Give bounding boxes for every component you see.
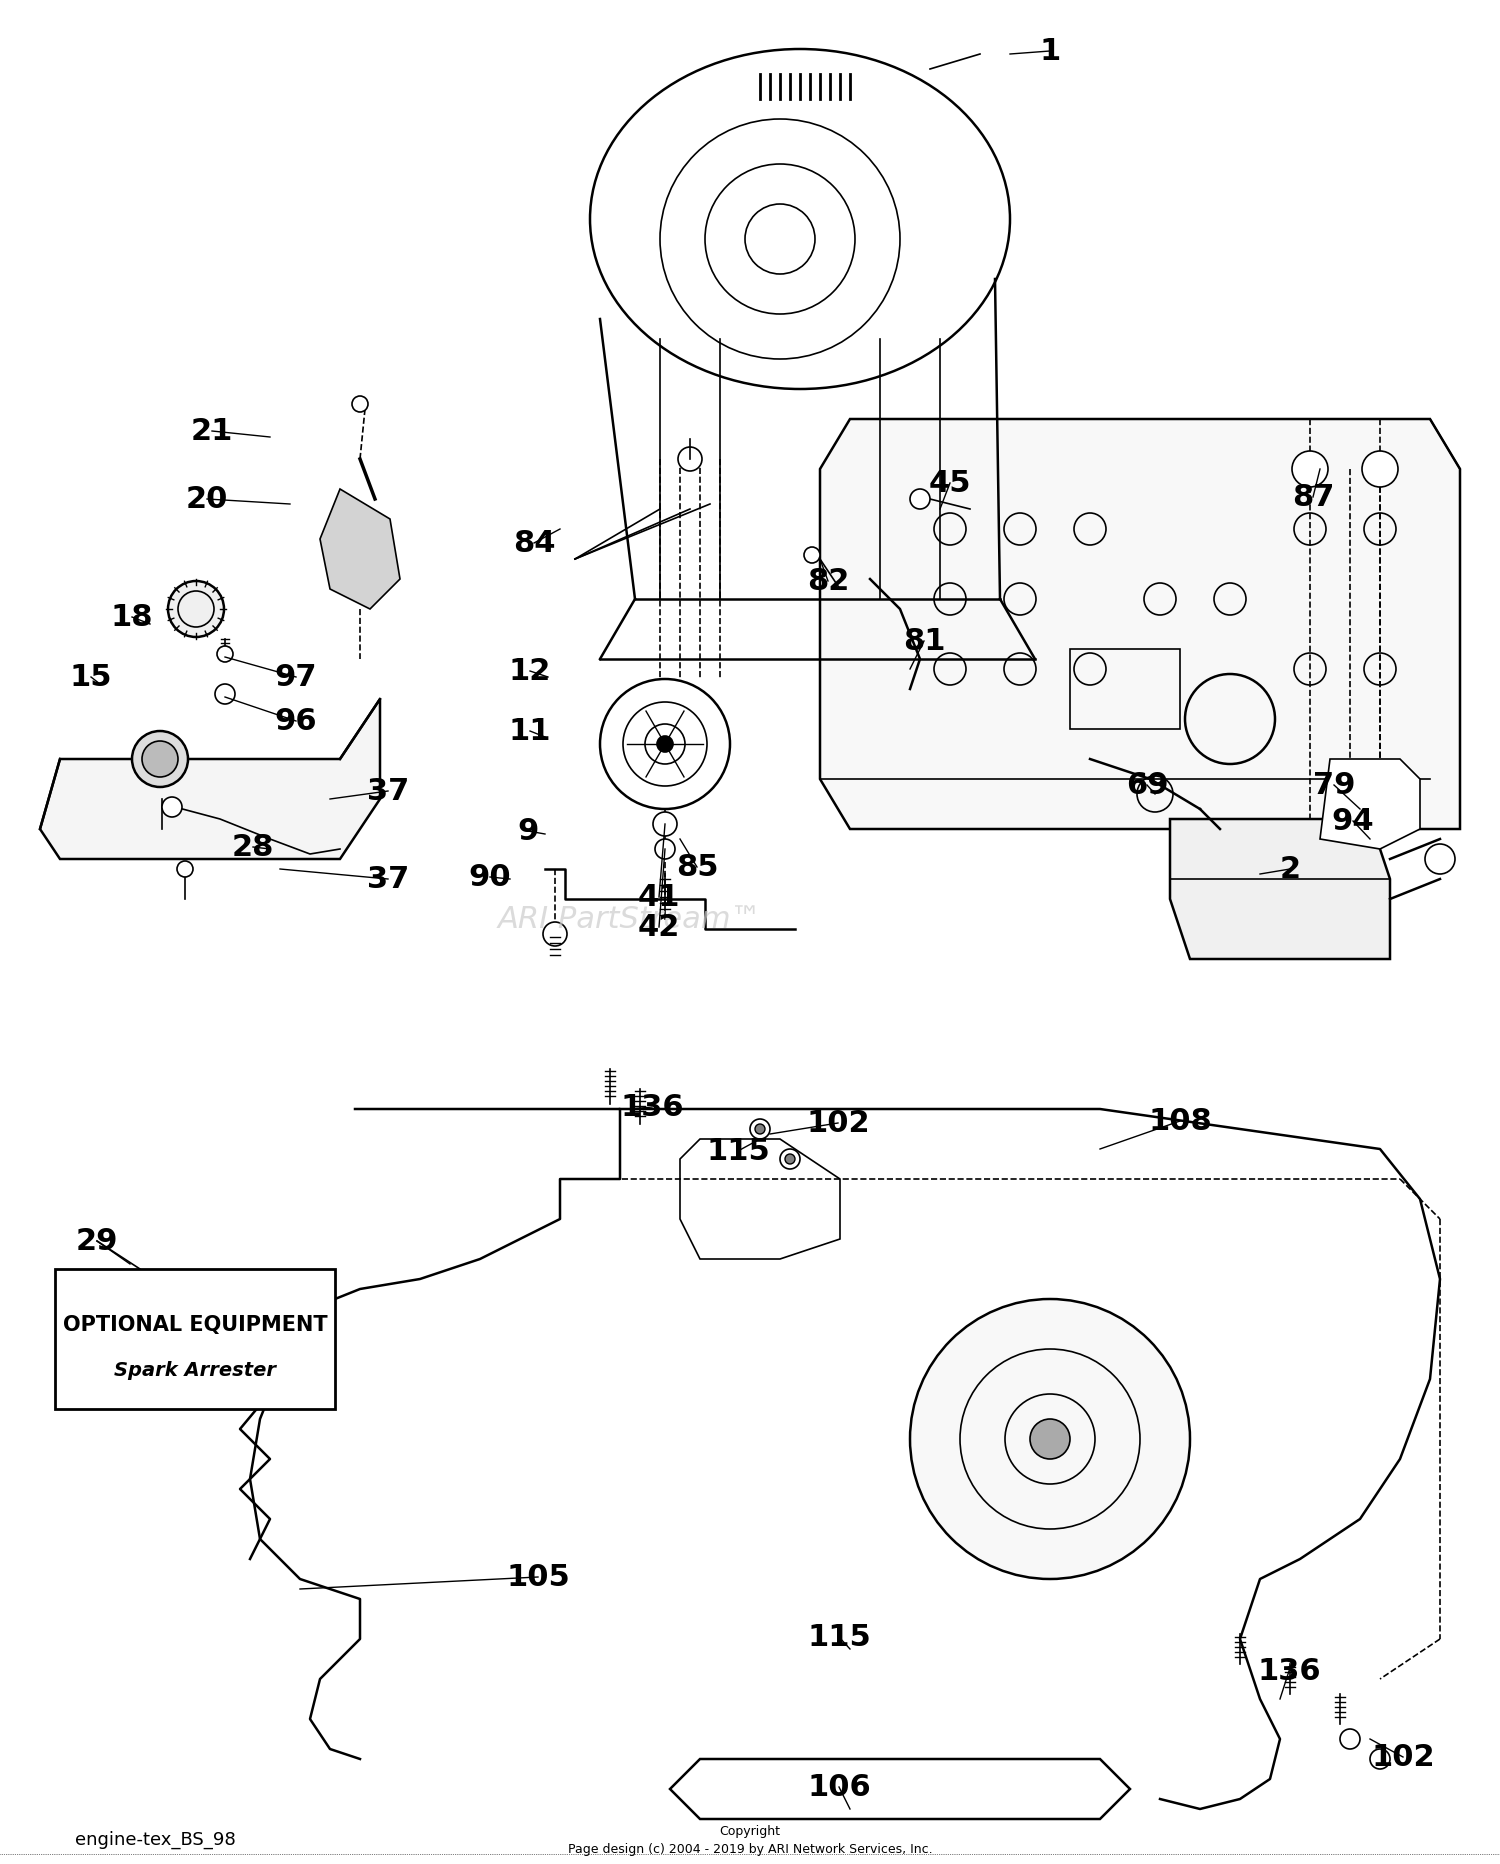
Text: engine-tex_BS_98: engine-tex_BS_98: [75, 1830, 236, 1847]
Text: 136: 136: [620, 1092, 684, 1122]
Polygon shape: [320, 490, 400, 610]
Circle shape: [652, 813, 676, 837]
Circle shape: [1292, 451, 1328, 488]
Text: 85: 85: [675, 854, 718, 882]
Text: ARI PartStream™: ARI PartStream™: [498, 906, 762, 934]
Text: 45: 45: [928, 470, 970, 498]
Text: 15: 15: [70, 664, 112, 692]
Circle shape: [168, 582, 224, 637]
Circle shape: [656, 839, 675, 859]
Circle shape: [910, 1299, 1190, 1579]
Circle shape: [352, 397, 368, 412]
Text: 105: 105: [506, 1562, 570, 1592]
Text: 12: 12: [509, 658, 550, 686]
Circle shape: [177, 861, 194, 878]
Text: Copyright
Page design (c) 2004 - 2019 by ARI Network Services, Inc.: Copyright Page design (c) 2004 - 2019 by…: [567, 1823, 933, 1855]
Text: 79: 79: [1312, 772, 1354, 800]
Text: 42: 42: [638, 913, 680, 941]
Text: Spark Arrester: Spark Arrester: [114, 1359, 276, 1379]
Circle shape: [784, 1154, 795, 1165]
Text: 18: 18: [111, 604, 153, 632]
Text: 90: 90: [468, 863, 512, 893]
Circle shape: [1030, 1419, 1069, 1460]
Text: 115: 115: [807, 1624, 871, 1652]
Text: 9: 9: [518, 816, 538, 846]
Text: 1: 1: [1040, 37, 1060, 67]
Circle shape: [162, 798, 182, 818]
Circle shape: [543, 923, 567, 947]
Text: 28: 28: [232, 833, 274, 861]
Text: 106: 106: [807, 1773, 871, 1801]
Text: 108: 108: [1148, 1107, 1212, 1135]
Text: 21: 21: [190, 418, 232, 445]
Circle shape: [1370, 1748, 1390, 1769]
Circle shape: [142, 742, 178, 777]
Text: 69: 69: [1125, 772, 1168, 800]
Text: 136: 136: [1257, 1657, 1322, 1685]
Text: 20: 20: [186, 485, 228, 514]
Text: 29: 29: [76, 1227, 118, 1256]
Text: 82: 82: [807, 567, 849, 596]
Circle shape: [217, 647, 232, 662]
Bar: [1070, 651, 1180, 729]
Circle shape: [754, 1124, 765, 1135]
Text: 102: 102: [806, 1109, 870, 1137]
Ellipse shape: [590, 50, 1010, 390]
Polygon shape: [40, 699, 380, 859]
Bar: [56, 1269, 334, 1409]
Circle shape: [1362, 451, 1398, 488]
Circle shape: [804, 548, 820, 563]
Circle shape: [750, 1120, 770, 1139]
Text: 97: 97: [274, 664, 318, 692]
Text: 102: 102: [1371, 1743, 1436, 1771]
Polygon shape: [1320, 761, 1420, 850]
Text: 37: 37: [368, 777, 410, 805]
Circle shape: [657, 736, 674, 753]
Text: 11: 11: [509, 718, 550, 746]
Text: 2: 2: [1280, 856, 1300, 884]
Text: 81: 81: [903, 626, 945, 656]
Circle shape: [600, 680, 730, 809]
Circle shape: [1340, 1730, 1360, 1748]
Polygon shape: [1170, 820, 1390, 960]
Text: 94: 94: [1332, 807, 1374, 837]
Text: 96: 96: [274, 706, 318, 736]
Polygon shape: [821, 419, 1460, 829]
Circle shape: [780, 1150, 800, 1169]
Circle shape: [132, 731, 188, 788]
Text: OPTIONAL EQUIPMENT: OPTIONAL EQUIPMENT: [63, 1314, 327, 1335]
Text: 84: 84: [513, 529, 555, 557]
Text: 115: 115: [706, 1137, 770, 1165]
Text: 41: 41: [638, 884, 680, 911]
Text: 37: 37: [368, 865, 410, 895]
Circle shape: [678, 447, 702, 472]
Circle shape: [910, 490, 930, 509]
Text: 87: 87: [1292, 483, 1334, 513]
